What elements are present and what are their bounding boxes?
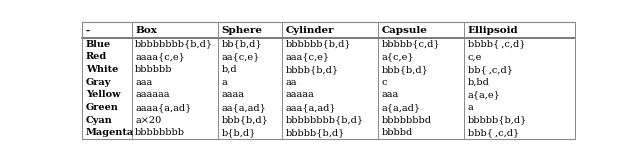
Text: Capsule: Capsule — [381, 26, 428, 35]
Text: b,bd: b,bd — [468, 78, 490, 87]
Text: aaa{a,ad}: aaa{a,ad} — [285, 103, 336, 112]
Text: aaaaaa: aaaaaa — [135, 90, 170, 99]
Text: aaaa: aaaa — [221, 90, 244, 99]
Text: Yellow: Yellow — [86, 90, 120, 99]
Text: bbbbbbbb{b,d}: bbbbbbbb{b,d} — [285, 116, 364, 125]
Text: Blue: Blue — [86, 40, 111, 49]
Text: bbb{ ,c,d}: bbb{ ,c,d} — [468, 128, 519, 137]
Text: Red: Red — [86, 52, 108, 61]
Text: bbbb{b,d}: bbbb{b,d} — [285, 65, 339, 74]
Text: aaaa{a,ad}: aaaa{a,ad} — [135, 103, 191, 112]
Text: bbbbd: bbbbd — [381, 128, 413, 137]
Text: aa{a,ad}: aa{a,ad} — [221, 103, 266, 112]
Text: a×20: a×20 — [135, 116, 161, 125]
Text: Gray: Gray — [86, 78, 111, 87]
Text: b,d: b,d — [221, 65, 237, 74]
Text: bbbbbbbd: bbbbbbbd — [381, 116, 431, 125]
Text: c,e: c,e — [468, 52, 482, 61]
Text: a{c,e}: a{c,e} — [381, 52, 414, 61]
Text: bbbbbbbb: bbbbbbbb — [135, 128, 185, 137]
Text: bbbbbb{b,d}: bbbbbb{b,d} — [285, 40, 351, 49]
Text: White: White — [86, 65, 118, 74]
Text: bbb{b,d}: bbb{b,d} — [381, 65, 428, 74]
Text: bbbbb{c,d}: bbbbb{c,d} — [381, 40, 440, 49]
Text: bb{ ,c,d}: bb{ ,c,d} — [468, 65, 513, 74]
Text: bbb{b,d}: bbb{b,d} — [221, 116, 268, 125]
Text: aaa: aaa — [381, 90, 399, 99]
Text: aa{c,e}: aa{c,e} — [221, 52, 260, 61]
Text: bbbbbb: bbbbbb — [135, 65, 173, 74]
Text: aaa: aaa — [135, 78, 152, 87]
Text: c: c — [381, 78, 387, 87]
Text: Green: Green — [86, 103, 119, 112]
Text: a: a — [468, 103, 474, 112]
Text: Ellipsoid: Ellipsoid — [468, 26, 518, 35]
Text: aaaaa: aaaaa — [285, 90, 314, 99]
Text: bbbbbbbb{b,d}: bbbbbbbb{b,d} — [135, 40, 213, 49]
Text: bb{b,d}: bb{b,d} — [221, 40, 262, 49]
Text: Magenta: Magenta — [86, 128, 134, 137]
Text: bbbb{ ,c,d}: bbbb{ ,c,d} — [468, 40, 525, 49]
Text: Box: Box — [135, 26, 157, 35]
Text: a{a,e}: a{a,e} — [468, 90, 500, 99]
Text: aaa{c,e}: aaa{c,e} — [285, 52, 330, 61]
Text: aaaa{c,e}: aaaa{c,e} — [135, 52, 185, 61]
Text: a{a,ad}: a{a,ad} — [381, 103, 420, 112]
Text: Sphere: Sphere — [221, 26, 262, 35]
Text: a: a — [221, 78, 227, 87]
Text: Cyan: Cyan — [86, 116, 113, 125]
Text: Cylinder: Cylinder — [285, 26, 334, 35]
Text: -: - — [86, 26, 90, 35]
Text: aa: aa — [285, 78, 297, 87]
Text: bbbbb{b,d}: bbbbb{b,d} — [285, 128, 345, 137]
Text: bbbbb{b,d}: bbbbb{b,d} — [468, 116, 527, 125]
Text: b{b,d}: b{b,d} — [221, 128, 256, 137]
